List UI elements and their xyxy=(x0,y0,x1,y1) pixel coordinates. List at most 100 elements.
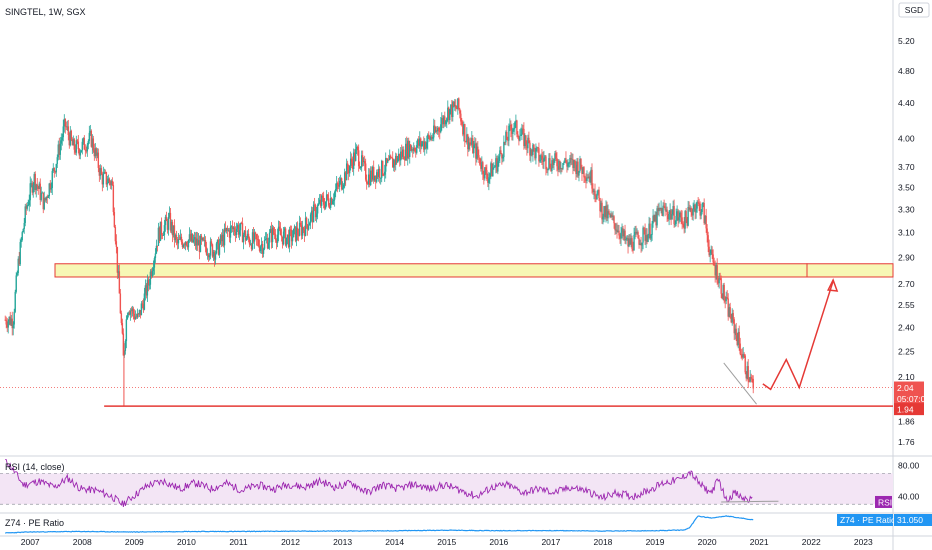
candle-body xyxy=(534,148,536,159)
candle-body xyxy=(127,312,130,316)
candle-body xyxy=(419,138,421,146)
candle-body xyxy=(341,187,344,190)
candle-body xyxy=(689,207,691,210)
candle-body xyxy=(8,316,10,322)
candle-body xyxy=(175,234,178,240)
candle-body xyxy=(182,244,185,248)
candle-body xyxy=(99,168,102,176)
candle-body xyxy=(138,309,141,315)
candle-body xyxy=(717,282,719,284)
candle-body xyxy=(561,168,563,169)
candle-body xyxy=(727,298,729,317)
candle-body xyxy=(328,205,331,208)
candle-body xyxy=(87,140,90,145)
candle-body xyxy=(151,270,154,276)
candle-body xyxy=(660,207,662,210)
candle-body xyxy=(498,156,500,162)
candle-body xyxy=(686,218,688,226)
candle-body xyxy=(184,241,187,246)
time-axis[interactable]: 2007 2008 2009 2010 2011 2012 2013 2014 2015 2016… xyxy=(21,537,873,547)
candle-body xyxy=(18,258,20,265)
candle-body xyxy=(293,226,296,229)
currency-label: SGD xyxy=(905,5,923,15)
candle-body xyxy=(63,118,65,127)
countdown-badge: 05:07:09 xyxy=(897,394,930,404)
candle-body xyxy=(33,173,35,185)
candle-body xyxy=(285,237,288,246)
candle-body xyxy=(690,207,692,213)
candle-body xyxy=(233,227,236,232)
candle-body xyxy=(193,237,196,240)
candle-body xyxy=(644,229,646,241)
candle-body xyxy=(597,189,599,194)
candle-body xyxy=(601,202,603,220)
candle-body xyxy=(144,285,147,294)
symbol-title: SINGTEL, 1W, SGX xyxy=(5,7,86,17)
candle-body xyxy=(703,203,705,224)
candle-body xyxy=(122,333,125,356)
candle-body xyxy=(596,193,598,200)
candle-body xyxy=(326,194,329,199)
price-tick-label: 2.25 xyxy=(898,346,915,356)
candle-body xyxy=(137,313,140,315)
candle-body xyxy=(9,316,11,325)
candle-body xyxy=(547,168,549,170)
price-series xyxy=(4,97,754,407)
candle-body xyxy=(257,239,260,246)
candle-body xyxy=(301,227,304,236)
time-tick-label: 2011 xyxy=(229,537,248,547)
candle-body xyxy=(24,206,26,223)
candle-body xyxy=(171,222,174,236)
candle-body xyxy=(172,225,175,236)
candle-body xyxy=(446,118,448,122)
candle-body xyxy=(300,225,303,236)
candle-body xyxy=(126,315,129,320)
candle-body xyxy=(180,236,183,242)
candle-body xyxy=(719,278,721,279)
candle-body xyxy=(441,117,443,125)
candle-body xyxy=(374,175,376,181)
candle-body xyxy=(370,170,373,180)
candle-body xyxy=(552,160,554,166)
candle-body xyxy=(537,147,539,149)
candle-body xyxy=(356,146,359,151)
candle-body xyxy=(528,137,530,143)
price-tick-label: 1.86 xyxy=(898,417,915,427)
candle-body xyxy=(16,273,18,276)
candle-body xyxy=(273,233,276,235)
candle-body xyxy=(472,138,474,154)
candle-body xyxy=(398,153,400,159)
candle-body xyxy=(457,98,459,109)
candle-body xyxy=(707,235,709,247)
candle-body xyxy=(304,217,307,236)
candle-body xyxy=(749,376,751,382)
candle-body xyxy=(51,170,53,189)
candle-body xyxy=(594,190,596,196)
candle-body xyxy=(48,183,50,197)
candle-body xyxy=(306,224,309,230)
candle-body xyxy=(525,135,527,145)
candle-body xyxy=(565,158,567,163)
candle-body xyxy=(378,168,380,177)
candle-body xyxy=(240,222,243,224)
candle-body xyxy=(11,318,13,329)
candle-body xyxy=(332,199,335,202)
projection-path xyxy=(762,280,834,391)
candle-body xyxy=(539,159,541,162)
candle-body xyxy=(463,124,465,135)
candle-body xyxy=(179,236,182,240)
candle-body xyxy=(264,239,267,241)
candle-body xyxy=(661,207,663,216)
candle-body xyxy=(748,381,750,383)
candle-body xyxy=(349,158,352,166)
price-axis[interactable]: 5.20 4.80 4.40 4.00 3.70 3.50 3.30 3.10 2.90 2.70… xyxy=(898,36,915,447)
candle-body xyxy=(217,239,220,255)
candle-body xyxy=(4,319,6,321)
time-tick-label: 2019 xyxy=(646,537,665,547)
rsi-tick-label: 80.00 xyxy=(898,461,920,471)
candle-body xyxy=(628,238,630,247)
candle-body xyxy=(84,149,87,151)
candle-body xyxy=(75,140,78,153)
